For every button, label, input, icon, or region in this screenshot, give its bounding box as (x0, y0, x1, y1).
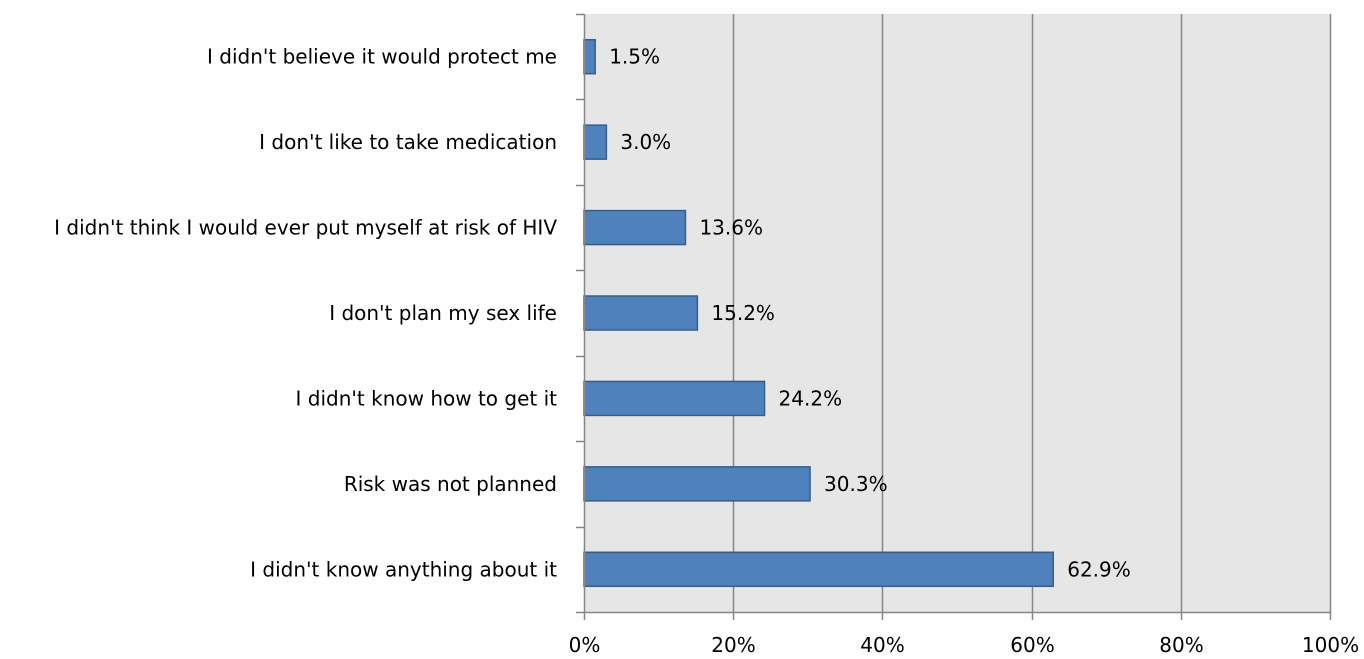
x-tick-label: 20% (711, 633, 755, 657)
category-label: I didn't know anything about it (250, 557, 557, 581)
bar (583, 38, 596, 75)
data-label: 1.5% (609, 45, 660, 69)
data-label: 13.6% (699, 216, 763, 240)
data-label: 24.2% (779, 386, 843, 410)
axes (576, 13, 1332, 620)
bar (583, 295, 699, 331)
x-tick-label: 0% (569, 633, 601, 657)
category-label: I didn't think I would ever put myself a… (54, 216, 557, 240)
category-label: I didn't believe it would protect me (207, 45, 557, 69)
bar (583, 209, 687, 246)
category-label: I don't plan my sex life (329, 301, 557, 325)
labels: I didn't believe it would protect me 1.5%… (54, 45, 1359, 657)
x-tick-label: 100% (1302, 633, 1359, 657)
category-label: I didn't know how to get it (296, 386, 558, 410)
data-label: 62.9% (1067, 557, 1131, 581)
x-tick-label: 80% (1159, 633, 1203, 657)
bar (583, 124, 608, 160)
bar (583, 551, 1054, 588)
category-label: Risk was not planned (344, 472, 557, 496)
x-tick-label: 60% (1010, 633, 1054, 657)
bars (583, 38, 1054, 588)
bar (583, 466, 811, 502)
data-label: 15.2% (711, 301, 775, 325)
bar (583, 380, 766, 417)
gridlines (732, 14, 1332, 612)
data-label: 3.0% (620, 130, 671, 154)
category-label: I don't like to take medication (259, 130, 557, 154)
x-tick-label: 40% (860, 633, 904, 657)
plot-area (584, 14, 1330, 612)
data-label: 30.3% (824, 472, 888, 496)
